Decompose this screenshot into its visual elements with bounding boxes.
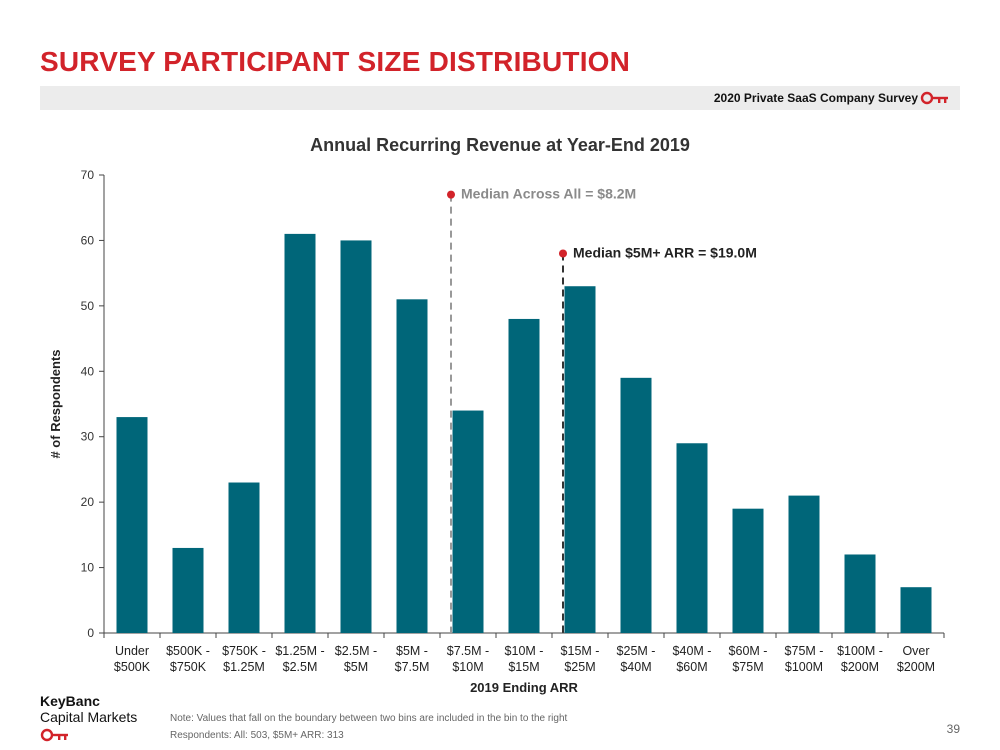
y-tick-label: 10 [81,561,95,575]
bar [844,554,876,633]
y-tick-label: 20 [81,495,95,509]
survey-banner: 2020 Private SaaS Company Survey [40,86,960,110]
x-tick-label: $75M - [785,644,824,658]
x-tick-label: $500K [114,660,151,674]
x-tick-label: $15M [508,660,539,674]
x-tick-label: $750K - [222,644,266,658]
y-axis-title: # of Respondents [48,349,63,458]
x-tick-label: Under [115,644,149,658]
y-tick-label: 30 [81,430,95,444]
x-tick-label: $60M [676,660,707,674]
x-tick-label: $10M - [505,644,544,658]
bar [564,286,596,633]
banner-text: 2020 Private SaaS Company Survey [713,91,918,105]
bar [732,508,764,633]
y-tick-label: 70 [81,168,95,182]
x-tick-label: $2.5M [283,660,318,674]
bar [452,410,484,633]
x-tick-label: $2.5M - [335,644,377,658]
x-tick-label: $15M - [561,644,600,658]
x-tick-label: $7.5M [395,660,430,674]
x-tick-label: $1.25M - [275,644,324,658]
y-tick-label: 60 [81,233,95,247]
x-tick-label: $7.5M - [447,644,489,658]
x-tick-label: $200M [897,660,935,674]
bar [396,299,428,633]
x-tick-label: $5M [344,660,368,674]
x-tick-label: $1.25M [223,660,265,674]
median-label: Median Across All = $8.2M [461,186,636,202]
bar [676,443,708,633]
keybanc-logo: KeyBanc Capital Markets [40,694,137,748]
bar [620,377,652,633]
x-tick-label: $750K [170,660,207,674]
x-tick-label: $25M - [617,644,656,658]
footnote-line1: Note: Values that fall on the boundary b… [170,713,568,724]
page-number: 39 [946,722,960,736]
bar [508,318,540,633]
x-tick-label: $200M [841,660,879,674]
median-marker [559,249,567,258]
chart-title: Annual Recurring Revenue at Year-End 201… [310,135,690,155]
x-tick-label: $25M [564,660,595,674]
x-tick-label: $10M [452,660,483,674]
footnote-line2: Respondents: All: 503, $5M+ ARR: 313 [170,730,344,741]
footnote: Note: Values that fall on the boundary b… [170,710,567,744]
x-tick-label: $75M [732,660,763,674]
key-icon [40,727,137,748]
x-tick-label: $40M - [673,644,712,658]
x-tick-label: $500K - [166,644,210,658]
x-tick-label: $100M - [837,644,883,658]
bar [284,233,316,633]
bar [172,547,204,633]
x-tick-label: $40M [620,660,651,674]
bar [116,417,148,633]
x-tick-label: $60M - [729,644,768,658]
bar [788,495,820,633]
x-tick-label: $5M - [396,644,428,658]
key-logo-icon [920,90,954,111]
logo-line2: Capital Markets [40,709,138,725]
y-tick-label: 0 [87,626,94,640]
y-tick-label: 50 [81,299,95,313]
y-tick-label: 40 [81,364,95,378]
x-axis-title: 2019 Ending ARR [470,680,578,695]
bar [228,482,260,633]
median-marker [447,190,455,199]
median-label: Median $5M+ ARR = $19.0M [573,245,757,261]
x-tick-label: $100M [785,660,823,674]
x-tick-label: Over [902,644,929,658]
bar [340,240,372,633]
logo-line1: KeyBanc [40,693,100,709]
page-title: SURVEY PARTICIPANT SIZE DISTRIBUTION [40,46,631,77]
bar [900,587,932,633]
